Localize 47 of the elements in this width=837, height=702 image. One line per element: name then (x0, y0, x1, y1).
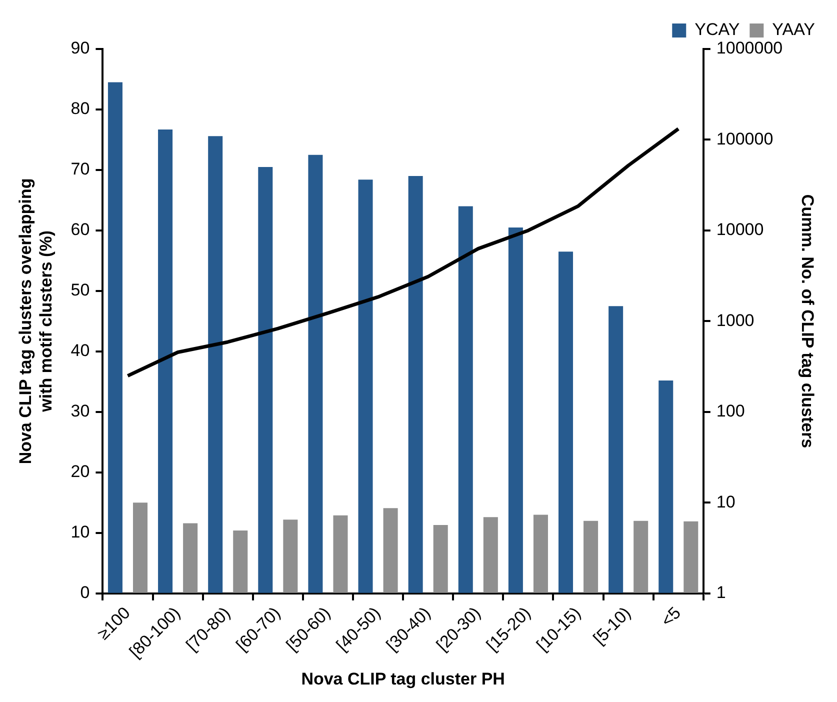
bar (634, 520, 648, 593)
bar (183, 523, 198, 593)
bar (132, 502, 148, 593)
bar (608, 306, 624, 593)
bar (658, 380, 674, 593)
y-tick-label: 70 (70, 160, 90, 179)
y-tick-label: 80 (70, 99, 90, 118)
y-tick-label: 20 (70, 462, 90, 482)
bar (558, 252, 574, 593)
legend-label: YCAY (694, 20, 740, 40)
y-tick-label: 40 (70, 341, 90, 360)
x-tick-label: <5 (657, 603, 685, 630)
legend-label: YAAY (772, 20, 816, 40)
y2-tick-label: 100 (716, 402, 745, 421)
x-axis-title: Nova CLIP tag cluster PH (301, 669, 505, 688)
bar (358, 180, 373, 593)
bar (108, 82, 122, 593)
y-axis-title: Nova CLIP tag clusters overlapping with motif clusters (%) (16, 178, 56, 464)
y-tick-label: 60 (70, 220, 90, 240)
bar (584, 520, 598, 593)
y2-tick-label: 1 (716, 583, 726, 602)
y-tick-label: 30 (70, 402, 90, 421)
bar (483, 517, 498, 593)
y2-tick-label: 10 (716, 492, 736, 512)
y2-tick-label: 1000 (716, 310, 754, 330)
y-tick-label: 10 (70, 522, 90, 542)
bar (433, 525, 448, 593)
y2-tick-label: 10000 (716, 220, 764, 240)
bar (508, 227, 523, 593)
y2-tick-label: 1000000 (716, 38, 783, 58)
bar (233, 530, 248, 593)
bar (308, 154, 323, 593)
y-tick-label: 0 (80, 583, 90, 602)
y-tick-label: 50 (70, 280, 90, 300)
bar (383, 508, 398, 593)
y2-tick-label: 100000 (716, 129, 774, 148)
bar (283, 520, 298, 593)
bar (458, 206, 473, 593)
bar (208, 136, 223, 593)
y-tick-label: 90 (70, 38, 90, 58)
bar (158, 129, 173, 593)
y2-axis-title: Cumm. No. of CLIP tag clusters (798, 194, 818, 448)
bar (333, 515, 348, 593)
bar (533, 514, 548, 593)
bar (258, 166, 273, 593)
bar (408, 176, 423, 593)
bar (684, 521, 698, 593)
